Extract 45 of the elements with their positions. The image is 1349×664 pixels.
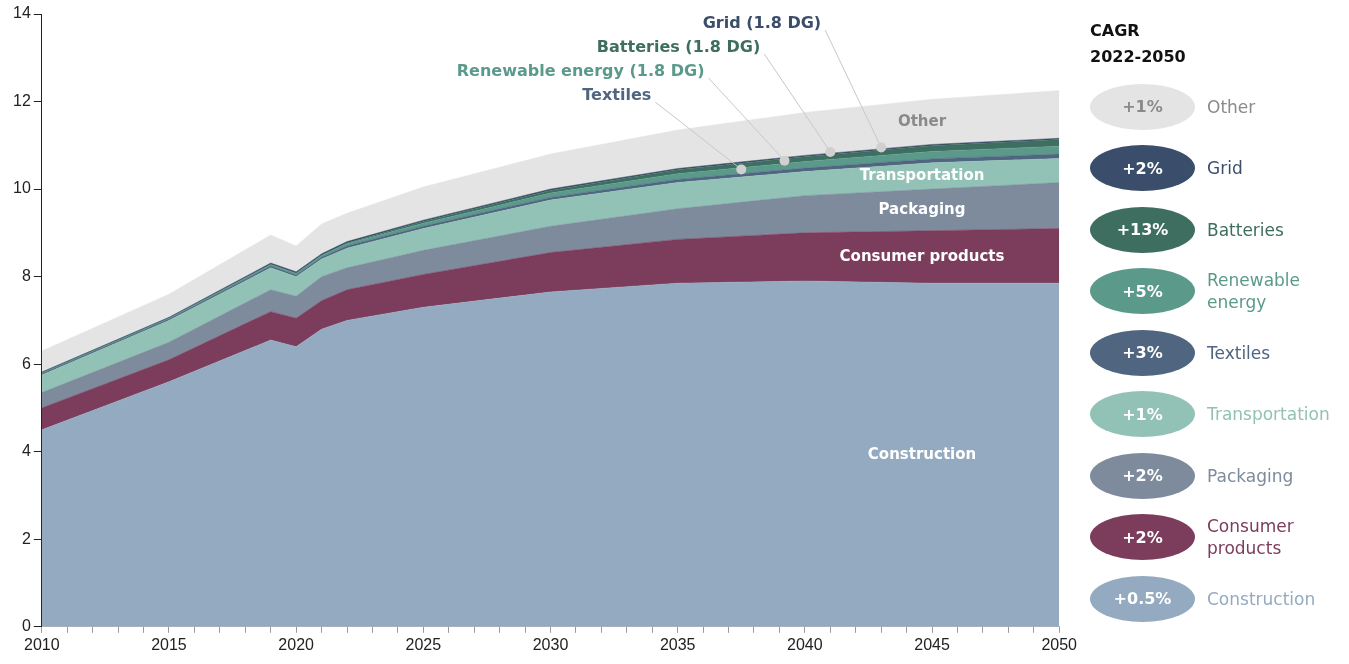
y-tick-label: 4 bbox=[21, 442, 31, 460]
x-tick-label: 2050 bbox=[1041, 635, 1078, 653]
text: Batteries bbox=[1207, 218, 1284, 241]
text: +5% bbox=[1090, 268, 1195, 315]
text: +3% bbox=[1090, 329, 1195, 376]
series-label: Packaging bbox=[878, 199, 966, 218]
x-tick-label: 2010 bbox=[24, 635, 60, 653]
x-tick-label: 2020 bbox=[278, 635, 315, 653]
x-tick-label: 2030 bbox=[532, 635, 569, 653]
text: Construction bbox=[1207, 588, 1316, 609]
text: +2% bbox=[1090, 452, 1195, 499]
y-tick-label: 8 bbox=[21, 267, 31, 285]
y-tick-label: 6 bbox=[21, 354, 31, 372]
text: Transportation bbox=[1207, 404, 1330, 425]
text: Grid bbox=[1207, 157, 1243, 180]
text: Consumer products bbox=[1207, 516, 1294, 559]
text: Renewable energy bbox=[1207, 269, 1302, 314]
x-tick-label: 2040 bbox=[787, 635, 823, 653]
y-tick-label: 12 bbox=[13, 91, 31, 109]
text: +2% bbox=[1090, 514, 1195, 561]
annotation: Batteries (1.8 DG) bbox=[596, 37, 761, 57]
text: +2% bbox=[1090, 145, 1195, 192]
series-label: Construction bbox=[867, 444, 977, 463]
y-tick-label: 2 bbox=[21, 529, 31, 547]
annotation: Grid (1.8 DG) bbox=[702, 13, 822, 33]
x-tick-label: 2035 bbox=[659, 635, 696, 653]
text: +1% bbox=[1090, 391, 1195, 438]
series-label: Consumer products bbox=[839, 246, 1005, 265]
legend-title: CAGR 2022-2050 bbox=[1090, 20, 1187, 68]
text: +1% bbox=[1090, 83, 1195, 130]
x-tick-label: 2015 bbox=[151, 635, 187, 653]
text: +0.5% bbox=[1090, 575, 1195, 622]
text: Other bbox=[1207, 96, 1256, 117]
x-tick-label: 2025 bbox=[405, 635, 442, 653]
y-tick-label: 10 bbox=[13, 179, 31, 197]
series-label: Transportation bbox=[859, 165, 985, 184]
annotation: Textiles bbox=[582, 85, 652, 105]
series-label: Other bbox=[897, 111, 947, 130]
text: +13% bbox=[1090, 206, 1195, 253]
y-tick-label: 14 bbox=[13, 4, 31, 22]
text: Textiles bbox=[1207, 341, 1271, 364]
x-tick-label: 2045 bbox=[914, 635, 950, 653]
text: Packaging bbox=[1207, 465, 1294, 486]
y-tick-label: 0 bbox=[21, 617, 31, 635]
annotation: Renewable energy (1.8 DG) bbox=[456, 61, 705, 81]
